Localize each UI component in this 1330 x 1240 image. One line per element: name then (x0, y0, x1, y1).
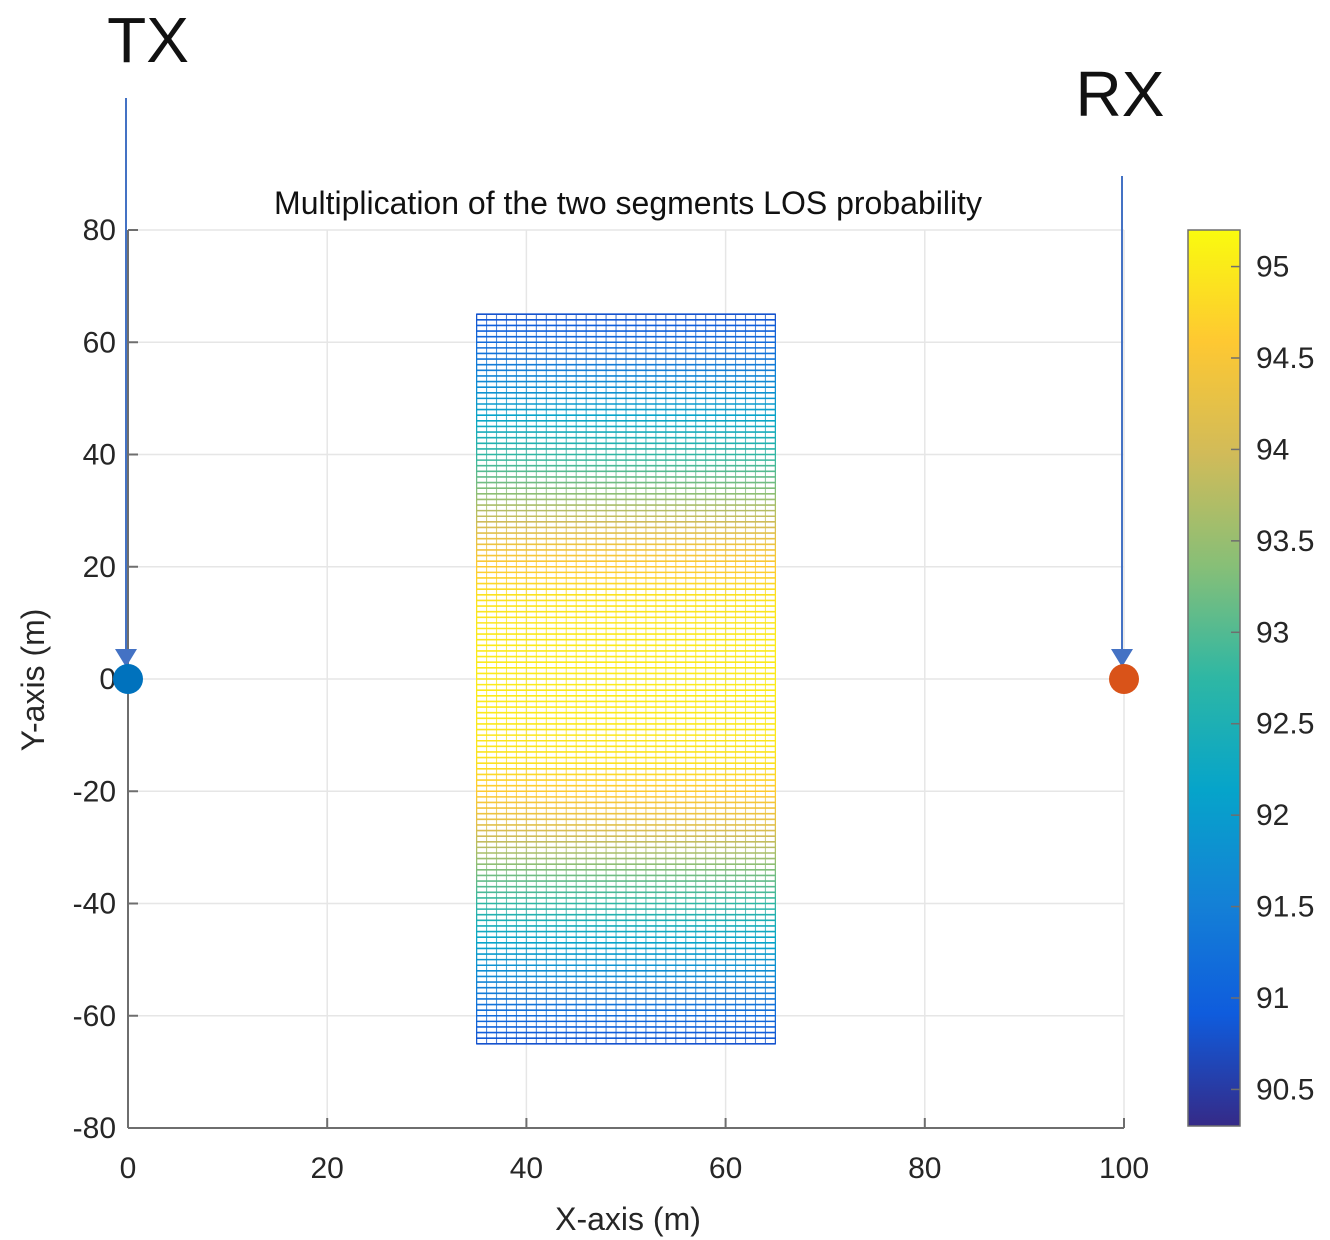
x-tick-label: 20 (311, 1152, 344, 1185)
y-tick-label: 60 (83, 326, 116, 359)
x-tick-label: 40 (510, 1152, 543, 1185)
x-axis-label: X-axis (m) (555, 1201, 701, 1237)
y-tick-label: 20 (83, 551, 116, 584)
colorbar-tick-label: 91 (1256, 982, 1289, 1015)
arrow-rx-head (1111, 649, 1133, 667)
y-tick-label: -60 (73, 1000, 116, 1033)
tx-label: TX (107, 4, 189, 76)
colorbar-tick-label: 92 (1256, 799, 1289, 832)
y-tick-label: -80 (73, 1112, 116, 1145)
y-axis-label: Y-axis (m) (15, 609, 51, 752)
arrow-tx-head (115, 649, 137, 667)
tx-marker (113, 664, 143, 694)
y-tick-label: -20 (73, 775, 116, 808)
x-tick-label: 100 (1099, 1152, 1149, 1185)
colorbar-tick-label: 90.5 (1256, 1073, 1314, 1106)
chart-title: Multiplication of the two segments LOS p… (274, 185, 982, 221)
x-tick-label: 80 (908, 1152, 941, 1185)
colorbar-tick-label: 92.5 (1256, 708, 1314, 741)
colorbar-tick-label: 95 (1256, 251, 1289, 284)
y-tick-label: 40 (83, 439, 116, 472)
y-tick-label: -40 (73, 888, 116, 921)
tick-labels: 0 20 40 60 80 100 -80 -60 -40 -20 0 20 40 60 80 (73, 214, 1149, 1185)
heatmap-region (476, 313, 776, 1045)
rx-label: RX (1076, 58, 1165, 130)
colorbar-tick-label: 93.5 (1256, 525, 1314, 558)
region-border (476, 313, 776, 1045)
x-tick-label: 60 (709, 1152, 742, 1185)
y-tick-label: 80 (83, 214, 116, 247)
colorbar-tick-label: 94 (1256, 433, 1289, 466)
colorbar: 90.5 91 91.5 92 92.5 93 93.5 94 94.5 95 (1187, 229, 1314, 1127)
rx-marker (1109, 664, 1139, 694)
markers: TX RX (107, 4, 1164, 694)
colorbar-tick-label: 94.5 (1256, 342, 1314, 375)
mesh-columns (476, 314, 776, 1044)
colorbar-tick-label: 93 (1256, 616, 1289, 649)
x-tick-label: 0 (120, 1152, 137, 1185)
y-tick-label: 0 (99, 663, 116, 696)
colorbar-tick-label: 91.5 (1256, 891, 1314, 924)
colorbar-gradient (1187, 229, 1241, 1127)
